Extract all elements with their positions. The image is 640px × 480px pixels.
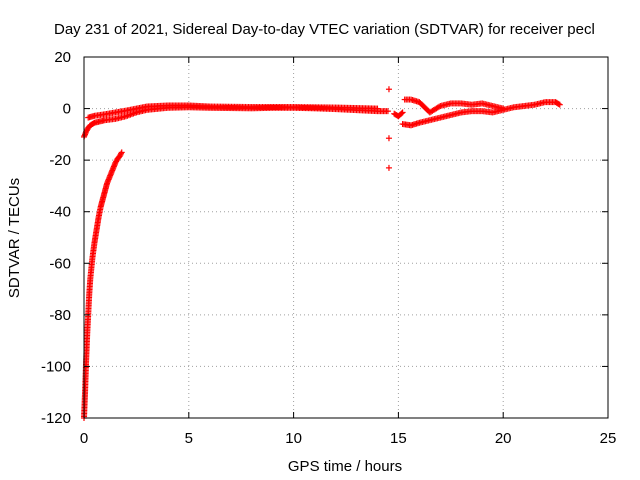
isolated-point-marker <box>385 164 392 171</box>
data-layer <box>81 86 563 421</box>
y-tick-label: -120 <box>41 410 71 427</box>
y-axis-label: SDTVAR / TECUs <box>6 178 23 298</box>
y-tick-label: -20 <box>49 152 71 169</box>
isolated-point-marker <box>385 135 392 142</box>
chart-title: Day 231 of 2021, Sidereal Day-to-day VTE… <box>54 21 595 38</box>
data-point-marker <box>118 149 125 156</box>
data-point-marker <box>556 101 563 108</box>
x-tick-label: 25 <box>600 430 617 447</box>
y-tick-label: -60 <box>49 255 71 272</box>
x-tick-label: 20 <box>495 430 512 447</box>
y-tick-label: -40 <box>49 204 71 221</box>
y-tick-label: 20 <box>54 49 71 66</box>
y-tick-label: -100 <box>41 358 71 375</box>
data-point-marker <box>398 110 405 117</box>
x-tick-label: 5 <box>185 430 193 447</box>
data-point-marker <box>399 109 406 116</box>
plot-frame <box>83 56 609 419</box>
x-tick-label: 10 <box>285 430 302 447</box>
x-tick-label: 15 <box>390 430 407 447</box>
isolated-point-marker <box>385 86 392 93</box>
x-axis-label: GPS time / hours <box>288 458 402 475</box>
data-point-marker <box>500 105 507 112</box>
ticks: 0 5 10 15 20 25 -120 -100 -80 -60 -40 -20 0 20 <box>41 49 616 447</box>
data-point-marker <box>436 103 443 110</box>
data-point-marker <box>384 108 391 115</box>
data-point-marker <box>374 105 381 112</box>
x-tick-label: 0 <box>80 430 88 447</box>
data-point-marker <box>555 101 562 108</box>
y-tick-label: 0 <box>63 101 71 118</box>
data-point-marker <box>118 150 125 157</box>
y-tick-label: -80 <box>49 307 71 324</box>
